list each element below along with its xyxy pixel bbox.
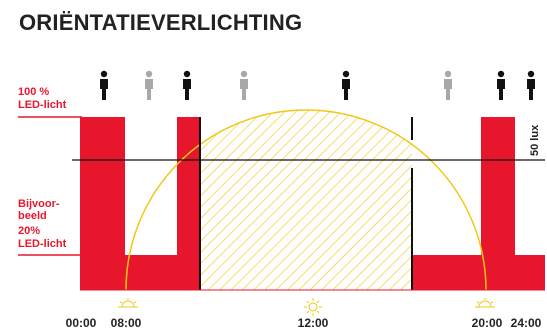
dim-label-line1: Bijvoor-: [18, 198, 60, 210]
sunset-icon: [475, 298, 495, 308]
time-label-1200: 12:00: [298, 316, 329, 330]
person-present-icon: [497, 70, 505, 100]
time-label-2400: 24:00: [511, 316, 542, 330]
dim-light-block-1: [125, 255, 177, 290]
time-label-0800: 08:00: [111, 316, 142, 330]
time-label-2000: 20:00: [472, 316, 503, 330]
person-absent-icon: [240, 70, 248, 100]
dim-light-block-3: [515, 255, 545, 290]
dim-label-line4: LED-licht: [18, 238, 67, 250]
person-absent-icon: [145, 70, 153, 100]
dim-light-block-2: [412, 255, 481, 290]
full-light-block-1: [80, 117, 125, 290]
presence-row: [100, 70, 535, 100]
full-light-label-line1: 100 %: [18, 86, 49, 98]
dim-label-line3: 20%: [18, 225, 40, 237]
full-light-block-3: [481, 117, 515, 290]
sun-icon: [304, 298, 322, 316]
time-label-0000: 00:00: [66, 316, 97, 330]
full-light-block-2: [177, 117, 200, 290]
person-present-icon: [342, 70, 350, 100]
person-present-icon: [527, 70, 535, 100]
person-present-icon: [183, 70, 191, 100]
person-present-icon: [100, 70, 108, 100]
full-light-label-line2: LED-licht: [18, 99, 67, 111]
light-level-blocks: [80, 117, 545, 290]
daylight-curve: [125, 109, 487, 291]
sunrise-icon: [118, 298, 138, 308]
dim-label-line2: beeld: [18, 210, 47, 222]
lux-label: 50 lux: [529, 124, 541, 156]
page-title: ORIËNTATIEVERLICHTING: [19, 10, 303, 35]
person-absent-icon: [444, 70, 452, 100]
daylight-hatched-area: [200, 110, 412, 290]
